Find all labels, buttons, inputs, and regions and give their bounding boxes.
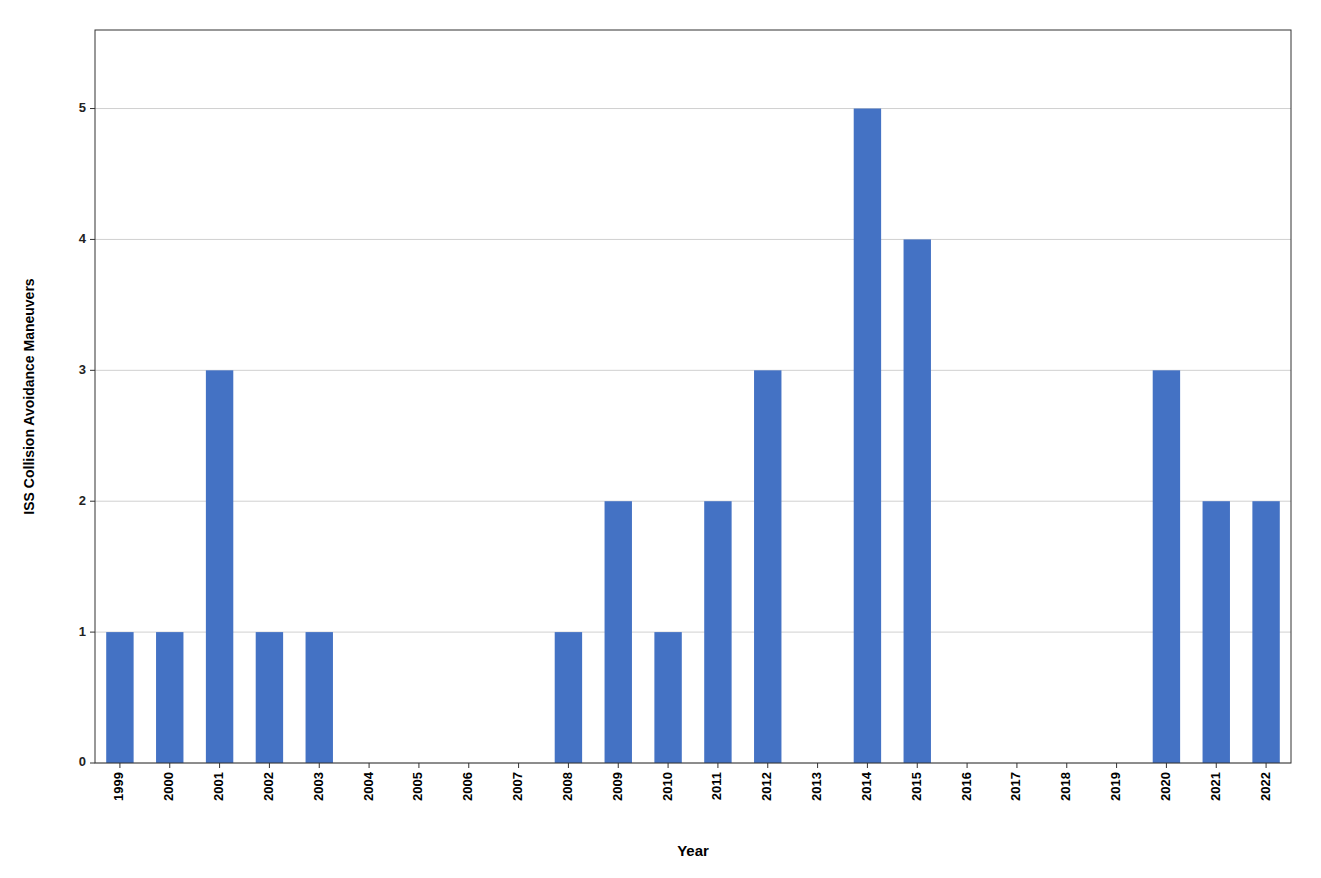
x-tick-label: 2015 [909, 772, 924, 801]
x-tick-label: 2021 [1208, 772, 1223, 801]
plot-frame [95, 30, 1291, 763]
x-tick [269, 763, 270, 768]
chart-container: 0 1 2 3 4 5 1999 2000 2001 2002 2003 2004 2005 2006 20… [0, 0, 1321, 878]
x-tick-label: 2006 [460, 772, 475, 801]
x-tick [219, 763, 220, 768]
x-tick-label: 2005 [410, 772, 425, 801]
chart-svg: 0 1 2 3 4 5 1999 2000 2001 2002 2003 2004 2005 2006 20… [0, 0, 1321, 878]
grid-line [95, 239, 1291, 240]
x-tick [1266, 763, 1267, 768]
x-tick [1116, 763, 1117, 768]
y-tick [90, 370, 95, 371]
bar [306, 632, 333, 763]
x-tick-label: 2013 [809, 772, 824, 801]
x-tick-label: 2003 [311, 772, 326, 801]
bar [605, 501, 632, 763]
bar [904, 239, 931, 763]
x-tick [319, 763, 320, 768]
x-tick [618, 763, 619, 768]
y-tick-label: 0 [79, 754, 86, 769]
x-tick-label: 2009 [610, 772, 625, 801]
x-tick-label: 2011 [709, 772, 724, 800]
y-tick-label: 2 [79, 493, 86, 508]
bar [1252, 501, 1279, 763]
x-tick [967, 763, 968, 768]
bar [754, 370, 781, 763]
x-tick [1016, 763, 1017, 768]
x-tick [867, 763, 868, 768]
bar [704, 501, 731, 763]
x-tick [1216, 763, 1217, 768]
x-axis-title: Year [677, 842, 709, 859]
x-tick [668, 763, 669, 768]
x-tick [817, 763, 818, 768]
grid-line [95, 370, 1291, 371]
bar [106, 632, 133, 763]
x-tick [917, 763, 918, 768]
y-axis-title: ISS Collision Avoidance Maneuvers [21, 278, 37, 514]
x-tick [1166, 763, 1167, 768]
x-tick-label: 2016 [959, 772, 974, 801]
x-tick-label: 2001 [211, 772, 226, 801]
x-tick [518, 763, 519, 768]
bars [106, 109, 1280, 763]
x-tick-label: 2014 [859, 771, 874, 801]
y-axis: 0 1 2 3 4 5 [79, 100, 95, 769]
x-tick-label: 2012 [759, 772, 774, 801]
x-tick [1066, 763, 1067, 768]
x-tick [568, 763, 569, 768]
x-tick [717, 763, 718, 768]
y-tick [90, 763, 95, 764]
x-tick [418, 763, 419, 768]
x-tick-label: 1999 [111, 772, 126, 801]
bar [206, 370, 233, 763]
bar [256, 632, 283, 763]
y-tick-label: 3 [79, 362, 86, 377]
x-axis: 1999 2000 2001 2002 2003 2004 2005 2006 2007 2008… [111, 763, 1272, 801]
x-tick-label: 2018 [1058, 772, 1073, 801]
x-tick-label: 2002 [261, 772, 276, 801]
x-tick-label: 2000 [161, 772, 176, 801]
x-tick [119, 763, 120, 768]
x-tick [767, 763, 768, 768]
x-tick [169, 763, 170, 768]
plot-background [95, 30, 1291, 763]
x-tick-label: 2004 [361, 771, 376, 801]
y-tick [90, 632, 95, 633]
y-tick-label: 4 [79, 231, 87, 246]
y-tick-label: 1 [79, 624, 86, 639]
bar [1203, 501, 1230, 763]
x-tick [369, 763, 370, 768]
x-tick [468, 763, 469, 768]
y-tick [90, 501, 95, 502]
grid [95, 109, 1291, 763]
y-tick [90, 108, 95, 109]
x-tick-label: 2010 [660, 772, 675, 801]
bar [156, 632, 183, 763]
x-tick-label: 2019 [1108, 772, 1123, 801]
y-tick [90, 239, 95, 240]
x-tick-label: 2017 [1008, 772, 1023, 801]
y-tick-label: 5 [79, 100, 86, 115]
x-tick-label: 2008 [560, 772, 575, 801]
grid-line [95, 501, 1291, 502]
x-tick-label: 2022 [1258, 772, 1273, 801]
grid-line [95, 108, 1291, 109]
x-tick-label: 2007 [510, 772, 525, 801]
bar [854, 109, 881, 763]
x-tick-label: 2020 [1158, 772, 1173, 801]
bar [654, 632, 681, 763]
bar [1153, 370, 1180, 763]
bar [555, 632, 582, 763]
